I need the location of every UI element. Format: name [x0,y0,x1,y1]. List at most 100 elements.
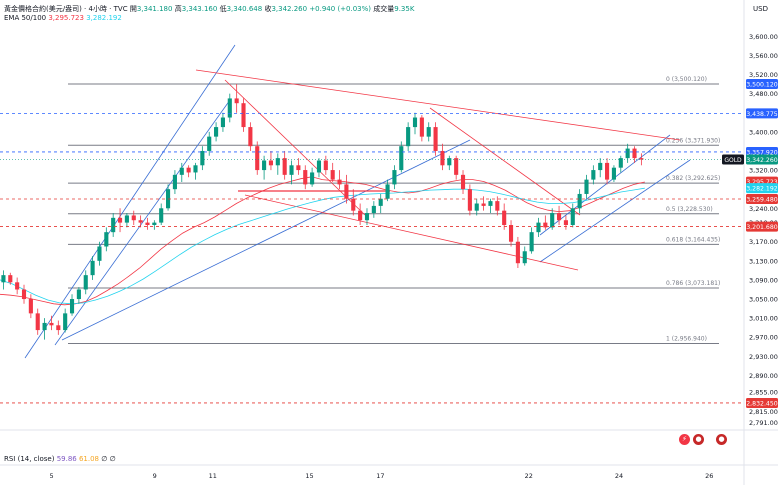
candle-body [639,158,644,160]
candle-body [35,313,40,331]
y-tick-label: 3,010.000 [749,315,778,323]
price-tag [746,79,778,90]
price-tag [746,221,778,232]
open-value: 3,341.180 [136,5,173,13]
candle-body [378,198,383,206]
candle-body [467,189,472,211]
ema50-value: 3,295.723 [48,14,84,22]
candle-body [282,158,287,175]
candle-body [131,215,136,221]
rsi-extra-1: ∅ [101,455,108,463]
price-tag-text: 3,500.120 [746,82,778,89]
candle-body [316,160,322,173]
candle-body [1,275,6,283]
candle-body [207,136,212,151]
trendline-red [195,69,681,141]
candle-body [447,158,452,166]
candle-body [255,146,260,171]
candle-body [625,148,630,159]
rsi-value: 59.86 [56,455,77,463]
fib-label: 0 (3,500.120) [666,76,707,83]
candle-body [8,275,13,283]
candle-body [289,165,294,175]
trendline-blue [61,139,471,341]
low-value: 3,340.648 [226,5,263,13]
candle-body [584,179,589,194]
candle-body [145,222,150,225]
price-tag [746,397,778,408]
y-tick-label: 3,480.000 [749,90,778,98]
candle-body [310,172,315,185]
lightning-icon[interactable]: ⚡ [679,434,690,445]
candle-body [426,127,431,137]
ema-label: EMA 50/100 [4,14,47,22]
candle-body [392,170,397,185]
candle-body [152,222,157,225]
y-tick-label: 3,050.000 [749,296,778,304]
x-axis[interactable]: 59111517222426五月37913151721232729 [50,472,778,480]
candle-body [21,289,27,300]
x-tick-label: 5 [50,472,54,480]
candle-body [234,98,239,104]
price-tag [746,183,778,194]
flag-us-icon[interactable]: ● [693,434,704,445]
fib-levels: 0 (3,500.120) 0.236 (3,371.930) 0.382 (3,2… [68,76,720,344]
price-tag-text: 3,259.480 [746,196,778,203]
candle-body [117,217,123,223]
symbol-tag-text: GOLD [724,157,742,164]
candle-body [536,222,541,233]
y-tick-label: 2,815.000 [749,408,778,416]
candle-body [529,232,534,252]
ema-legend[interactable]: EMA 50/100 3,295.723 3,282.192 [4,14,122,22]
candle-body [220,117,225,128]
candle-body [406,127,411,147]
open-label: 開 [129,5,137,13]
candle-body [227,98,232,118]
candle-body [591,170,596,180]
close-label: 收 [264,5,272,13]
close-value: 3,342.260 [271,5,308,13]
candle-body [15,282,20,290]
horizontal-dashed-lines [0,112,744,404]
flag-us-icon-2[interactable]: ● [716,434,727,445]
y-tick-label: 2,890.000 [749,372,778,380]
change-value: +0.940 (+0.03%) [309,5,372,13]
rsi-legend[interactable]: RSI (14, close) 59.86 61.08 ∅ ∅ [4,455,116,463]
candle-body [172,174,177,190]
ema100-value: 3,282.192 [86,14,122,22]
candle-body [179,167,184,175]
x-tick-label: 26 [705,472,713,480]
y-tick-label: 3,090.000 [749,276,778,284]
candle-body [440,150,445,166]
price-tag-text: 3,357.920 [746,149,778,156]
candle-body [474,203,479,211]
rsi-label: RSI (14, close) [4,455,55,463]
candle-body [42,322,47,331]
candle-body [611,167,616,180]
high-value: 3,343.160 [181,5,218,13]
candle-body [214,127,219,137]
candle-body [69,299,75,314]
y-tick-label: 2,791.000 [749,419,778,427]
candle-body [63,313,68,331]
candle-body [104,232,109,247]
candle-body [124,215,129,223]
candle-body [83,275,88,290]
symbol-title[interactable]: 黃金價格合約(美元/盎司) · 4小時 · TVC [4,5,128,13]
trendline-red [244,194,579,271]
x-tick-label: 9 [153,472,157,480]
candle-body [460,174,466,190]
candle-body [344,184,349,199]
volume-value: 9.35K [394,5,415,13]
candle-body [522,251,527,264]
y-tick-label: 3,320.000 [749,167,778,175]
price-tag-text: 3,201.680 [746,224,778,231]
candle-body [543,222,548,228]
ema-lines [0,176,645,306]
price-tag-text: 3,295.723 [746,179,778,186]
currency-label[interactable]: USD [753,5,768,13]
candle-body [262,160,267,171]
candle-body [481,203,486,206]
